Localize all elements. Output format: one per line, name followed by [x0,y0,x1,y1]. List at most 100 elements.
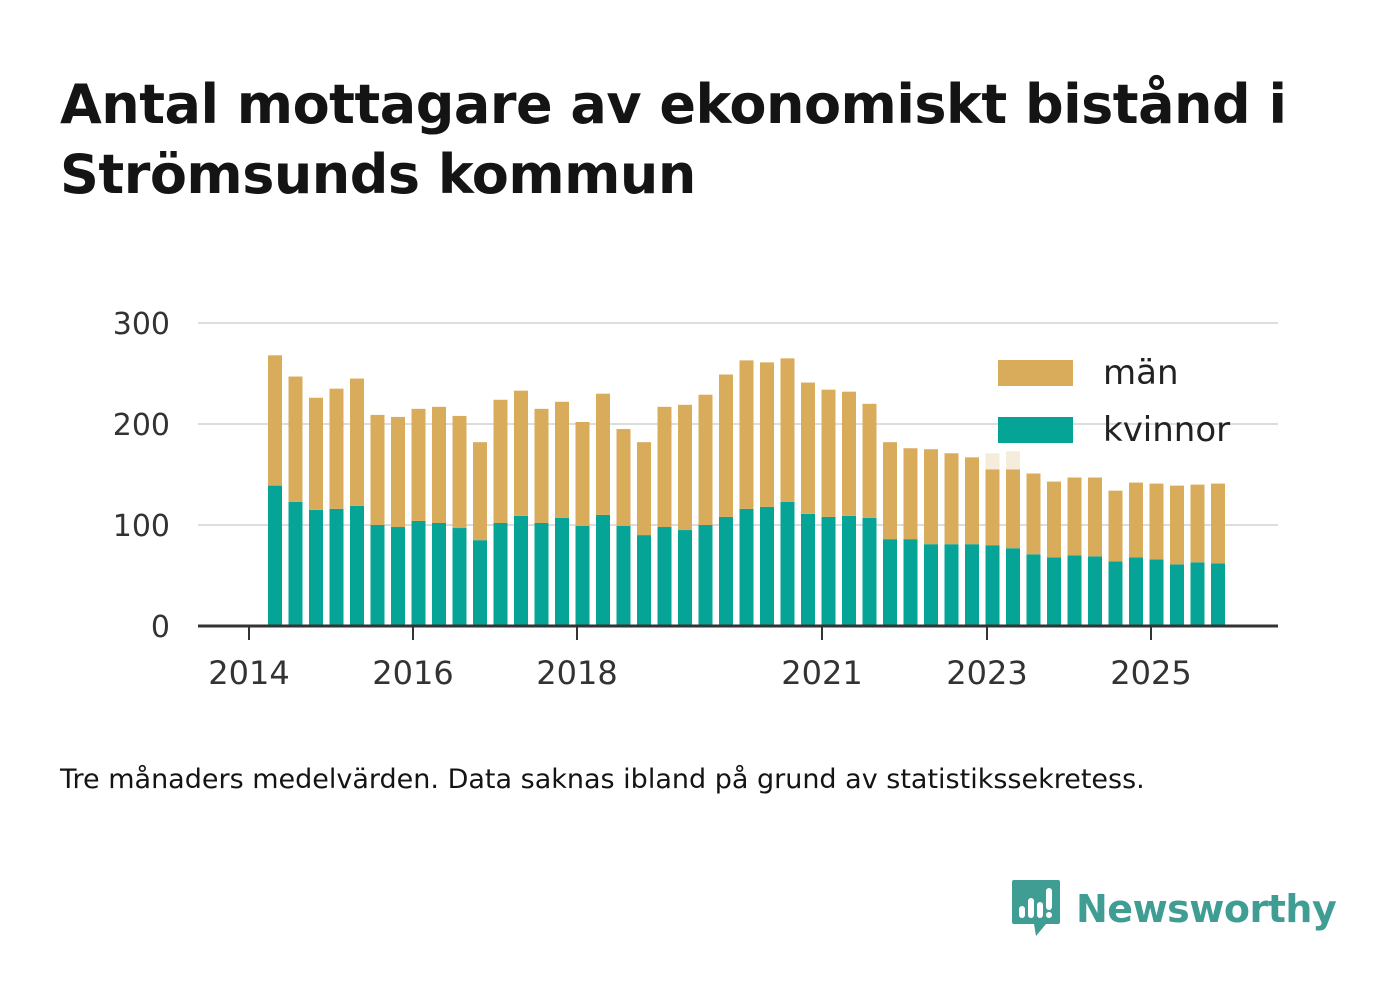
bar-kvinnor [1211,563,1225,626]
bar-kvinnor [555,517,569,626]
y-tick-label: 100 [113,509,170,544]
x-tick-label: 2025 [1110,654,1191,692]
bar-man [1108,490,1123,562]
bar-man [1211,483,1225,564]
bar-man [370,414,385,525]
bar-man [924,449,938,545]
bar-man [780,358,795,502]
bar-man [309,397,323,510]
bar-man [1026,473,1041,555]
bar-kvinnor [657,527,672,626]
bar-kvinnor [452,528,467,626]
bar-man [1129,482,1143,558]
bar-kvinnor [698,525,713,626]
bar-kvinnor [801,513,815,626]
bar-kvinnor [842,515,856,626]
bar-man [965,457,979,545]
bar-kvinnor [903,539,918,626]
bar-man [985,469,1000,546]
legend-kvinnor-swatch [998,417,1073,443]
bar-man [1190,484,1205,563]
bar-kvinnor [883,539,897,626]
bar-man [329,388,344,509]
x-tick-label: 2021 [781,654,862,692]
bar-chart-speech-bubble-icon [1012,880,1060,936]
bar-kvinnor [1026,554,1041,626]
bar-kvinnor [350,505,364,626]
bar-missing [1006,451,1020,470]
bar-man [719,374,733,517]
bar-kvinnor [596,514,610,626]
y-tick-label: 300 [113,307,170,342]
bar-kvinnor [370,525,385,626]
bar-man [432,406,446,523]
bar-kvinnor [739,508,754,626]
legend: män kvinnor [998,353,1230,450]
bar-kvinnor [1149,559,1164,626]
bar-man [1170,485,1184,565]
bar-kvinnor [1190,562,1205,626]
legend-man-swatch [998,360,1073,386]
y-tick-label: 0 [151,610,170,645]
bar-man [1067,477,1082,556]
x-axis: 2014 2016 2018 2021 2023 2025 [198,624,1278,692]
bar-man [555,401,569,518]
bar-man [821,389,836,517]
bar-kvinnor [985,545,1000,626]
bar-series [268,355,1225,626]
bar-man [268,355,282,486]
bar-kvinnor [1108,561,1123,626]
bar-man [534,408,549,523]
bar-man [514,390,528,516]
bar-kvinnor [534,522,549,626]
bar-man [739,360,754,509]
x-tick-label: 2014 [208,654,289,692]
bar-man [657,406,672,528]
bar-man [1047,481,1061,558]
legend-man-label: män [1103,353,1179,393]
bar-kvinnor [1067,555,1082,626]
bar-kvinnor [514,515,528,626]
footnote: Tre månaders medelvärden. Data saknas ib… [60,764,1145,795]
x-tick-label: 2018 [536,654,617,692]
bar-kvinnor [473,540,487,626]
x-tick-label: 2023 [946,654,1027,692]
bar-man [903,448,918,540]
bar-kvinnor [432,522,446,626]
bar-kvinnor [493,522,508,626]
bar-man [944,453,959,545]
bar-chart: 0 100 200 300 2014 2016 2018 2021 2023 2025 män k… [113,307,1278,692]
bar-missing [985,453,1000,470]
bar-kvinnor [719,516,733,626]
chart-title: Antal mottagare av ekonomiskt bistånd i … [60,73,1287,206]
bar-man [616,429,631,527]
bar-man [842,391,856,516]
bar-kvinnor [411,520,426,626]
bar-kvinnor [1047,557,1061,626]
x-tick-label: 2016 [372,654,453,692]
bar-man [760,362,774,507]
bar-man [493,399,508,523]
brand-name: Newsworthy [1076,887,1337,931]
bar-kvinnor [760,506,774,626]
bar-kvinnor [780,501,795,626]
bar-kvinnor [965,544,979,626]
bar-man [862,403,877,518]
bar-man [678,404,692,531]
bar-kvinnor [944,544,959,626]
bar-kvinnor [1129,557,1143,626]
bar-man [411,408,426,521]
bar-kvinnor [268,485,282,626]
bar-man [391,416,405,528]
bar-kvinnor [924,544,938,626]
bar-man [883,442,897,540]
bar-man [575,421,590,527]
bar-kvinnor [637,535,651,626]
brand-logo[interactable]: Newsworthy [1010,878,1337,940]
bar-kvinnor [1006,548,1020,626]
bar-man [801,382,815,514]
bar-kvinnor [1170,564,1184,626]
bar-kvinnor [821,516,836,626]
bar-man [288,376,303,502]
bar-kvinnor [616,526,631,626]
